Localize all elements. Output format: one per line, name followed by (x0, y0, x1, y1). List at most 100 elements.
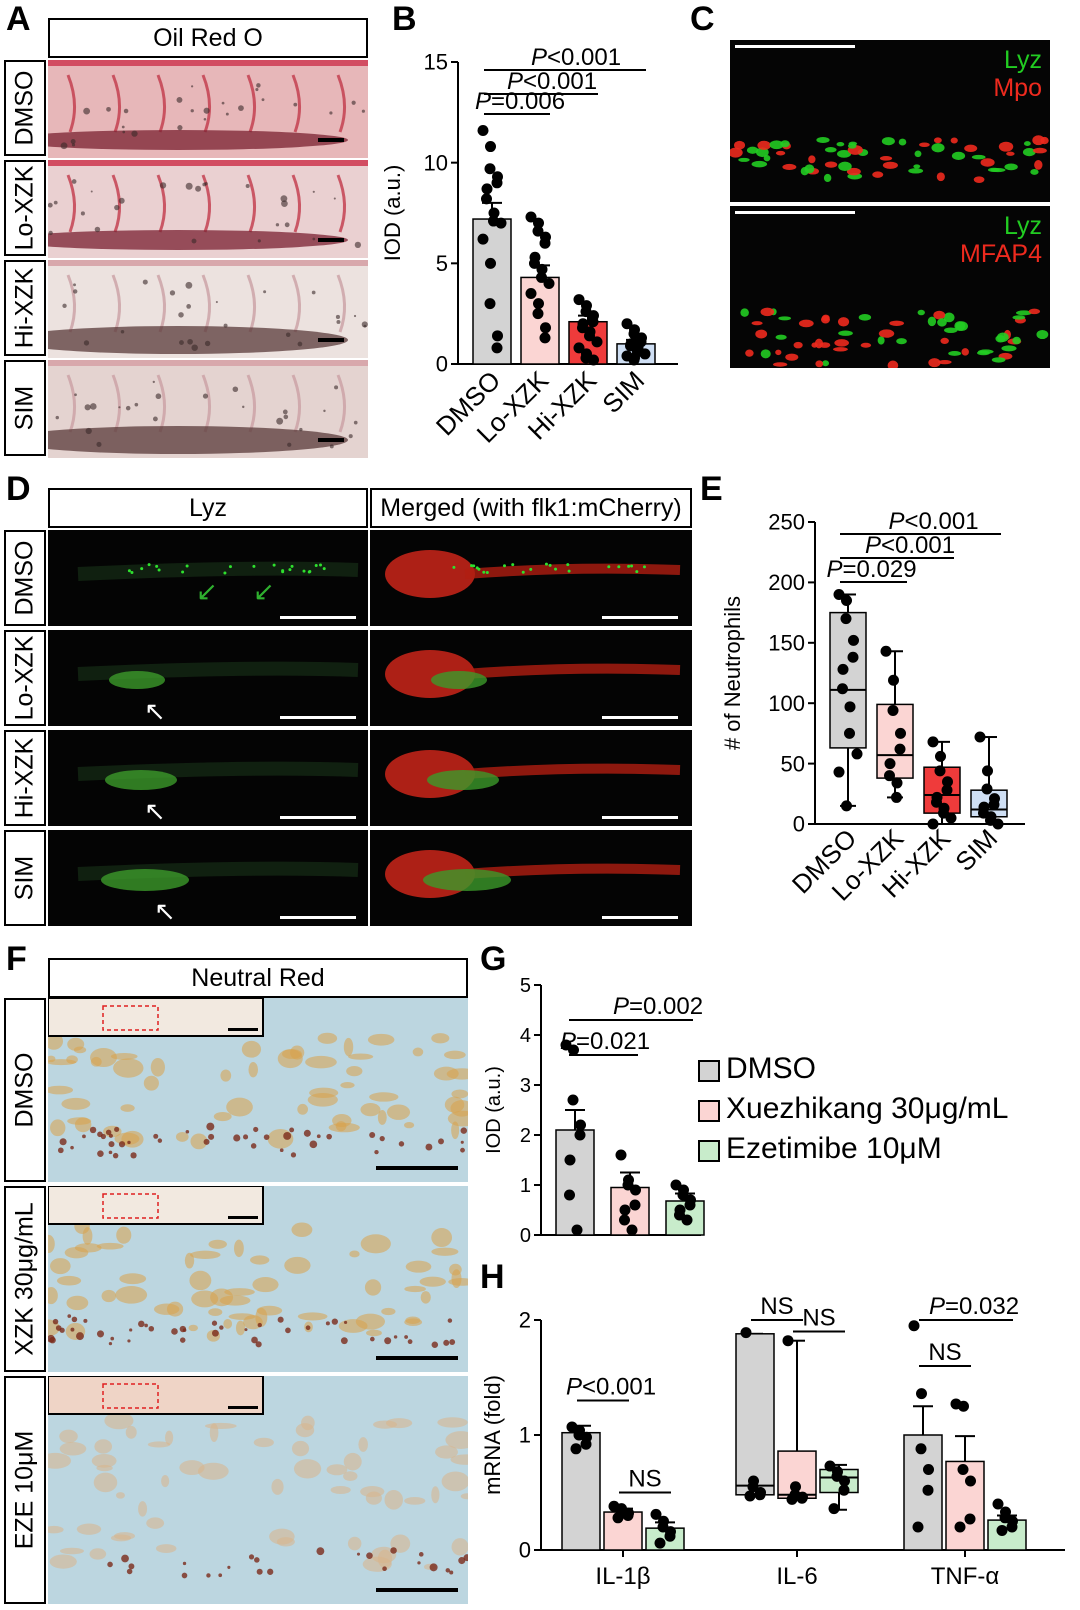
data-point (587, 316, 599, 328)
vessel-segment (246, 174, 256, 233)
data-point (941, 784, 953, 796)
yellow-cell (165, 1430, 174, 1445)
red-granule (83, 1318, 88, 1323)
pigment-dot (114, 204, 120, 211)
data-point (988, 799, 1000, 811)
gut-region (48, 326, 348, 354)
fish-image (48, 360, 368, 454)
red-granule (126, 1568, 133, 1575)
panel-label-d: D (6, 470, 31, 508)
red-granule (398, 1141, 405, 1147)
data-point (964, 1513, 976, 1525)
vessel-segment (291, 74, 301, 133)
neutrophil (228, 565, 232, 569)
green-cell (908, 168, 924, 174)
pigment-dot (256, 83, 261, 88)
red-granule (257, 1322, 262, 1328)
pigment-dot (283, 414, 289, 420)
fish-fluorescence (385, 650, 681, 719)
red-granule (445, 1568, 451, 1573)
yellow-cell (49, 1554, 77, 1569)
red-cell (793, 341, 803, 349)
yellow-cell (381, 1307, 396, 1316)
pigment-dot (329, 444, 334, 449)
y-tick-label: 15 (424, 50, 448, 75)
red-granule (55, 1325, 62, 1331)
red-cell (860, 342, 872, 348)
data-point (965, 1475, 976, 1487)
red-cell (815, 360, 824, 368)
y-tick-label: 2 (519, 1308, 531, 1333)
panel-d-image-left: ↖ (48, 730, 368, 826)
green-cell (948, 351, 962, 356)
pigment-dot (204, 340, 211, 347)
yellow-cell (96, 1464, 113, 1472)
green-cell (838, 330, 853, 336)
yellow-cell (437, 1417, 468, 1428)
pigment-dot (71, 143, 76, 147)
pigment-dot (221, 101, 225, 105)
red-granule (121, 1554, 129, 1563)
panel-c-top-cells (730, 45, 1049, 183)
yellow-cell (101, 1289, 117, 1303)
panel-a-row-label: SIM (4, 360, 46, 456)
panel-label-a: A (6, 0, 31, 38)
pigment-dot (48, 230, 53, 236)
bar (561, 1431, 601, 1551)
red-granule (384, 1337, 392, 1345)
fish-outline (77, 661, 359, 681)
yellow-cell (420, 1291, 431, 1304)
red-cell (928, 358, 941, 368)
legend-swatch (698, 1060, 720, 1082)
red-cell (811, 342, 818, 348)
vessel-segment (246, 74, 256, 133)
red-cell (878, 329, 895, 338)
data-point (957, 1464, 969, 1475)
pigment-dot (118, 406, 121, 409)
yellow-cell (384, 1489, 403, 1510)
data-point (564, 1189, 575, 1201)
yellow-cell (445, 1431, 468, 1449)
panel-f-image (48, 998, 468, 1182)
neutrophil (318, 563, 322, 567)
y-tick-label: 3 (520, 1075, 531, 1097)
green-cell (804, 164, 815, 174)
data-point (485, 141, 496, 153)
yellow-cell (405, 1260, 432, 1273)
pigment-dot (185, 182, 193, 190)
neutrophil (155, 564, 159, 568)
red-granule (285, 1327, 291, 1334)
red-granule (105, 1129, 112, 1136)
pigment-dot (280, 195, 288, 203)
red-granule (290, 1152, 297, 1158)
yellow-cell (208, 1308, 223, 1316)
yellow-cell (110, 1052, 138, 1060)
red-granule (331, 1318, 338, 1325)
data-point (681, 1214, 693, 1226)
yellow-cell (155, 1544, 177, 1553)
panel-f-row-label-text: XZK 30μg/mL (10, 1202, 39, 1356)
yellow-cell (373, 1420, 398, 1429)
data-point (833, 588, 845, 600)
yellow-cell (435, 1445, 458, 1459)
pigment-dot (185, 281, 193, 289)
pigment-dot (178, 312, 184, 318)
vessel-segment (291, 274, 301, 333)
yellow-cell (76, 1523, 102, 1535)
neutrophil (548, 563, 552, 567)
data-point (916, 1388, 927, 1400)
neutrophil (140, 567, 144, 571)
red-granule (431, 1341, 439, 1349)
data-point (495, 217, 507, 229)
panel-f-image (48, 1376, 468, 1604)
label-lyz: Lyz (1004, 46, 1042, 74)
red-granule (82, 1134, 86, 1139)
green-cell (1023, 141, 1031, 147)
data-point (744, 1490, 756, 1502)
yellow-cell (161, 1475, 170, 1488)
yellow-cell (113, 1058, 144, 1078)
scale-bar (735, 45, 855, 48)
data-point (838, 1484, 850, 1496)
green-cell (971, 154, 986, 160)
data-point (588, 354, 599, 366)
